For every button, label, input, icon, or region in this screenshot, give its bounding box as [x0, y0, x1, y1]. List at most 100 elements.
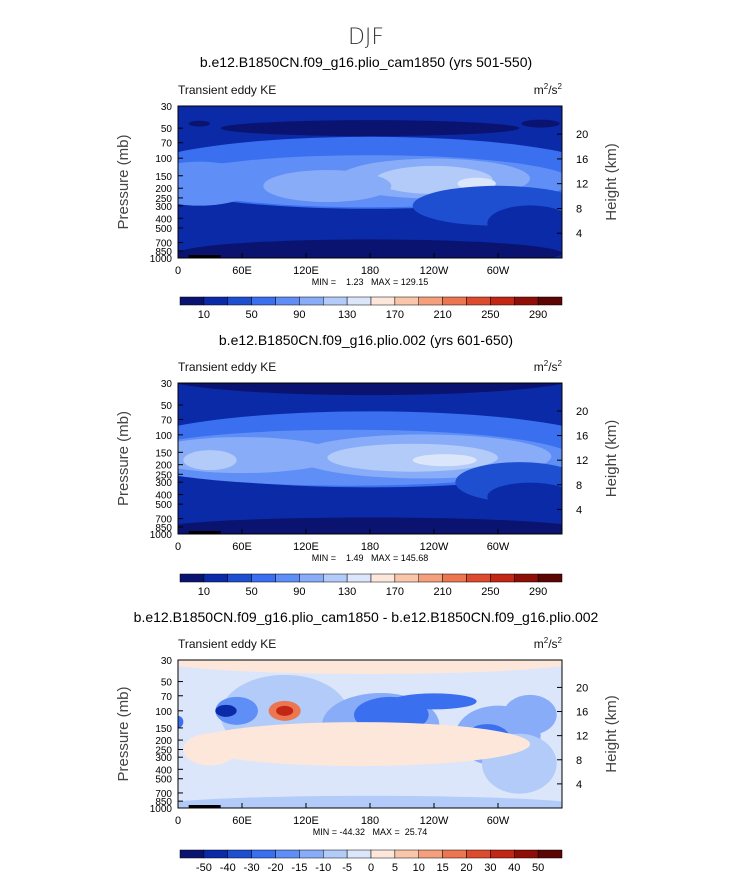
contour-region	[391, 693, 477, 710]
y-tick-label: 100	[155, 707, 172, 718]
colorbar-swatch	[299, 573, 324, 583]
chart-3: b.e12.B1850CN.f09_g16.plio_cam1850 - b.e…	[115, 609, 620, 874]
height-tick-label: 20	[576, 129, 588, 141]
colorbar-swatch	[323, 573, 348, 583]
colorbar-label: 40	[508, 862, 520, 874]
panel-variable-label: Transient eddy KE	[178, 83, 276, 97]
units-part: 2	[558, 636, 563, 645]
x-tick-label: 180	[361, 541, 379, 553]
colorbar-swatch	[203, 573, 228, 583]
y-tick-label: 200	[155, 461, 172, 472]
units-part: 2	[544, 359, 549, 368]
colorbar-swatch	[418, 573, 443, 583]
colorbar-swatch	[537, 573, 563, 583]
units-part: 2	[558, 359, 563, 368]
y-tick-label: 250	[155, 745, 172, 756]
units-label: m2/s2	[534, 636, 563, 651]
y-tick-label: 500	[155, 500, 172, 511]
y-tick-label: 30	[161, 656, 173, 667]
colorbar-swatch	[323, 296, 348, 306]
y-tick-label: 700	[155, 515, 172, 526]
contour-region	[183, 450, 237, 471]
colorbar-label: 170	[386, 586, 404, 598]
contour-region	[178, 660, 562, 674]
x-tick-label: 120E	[293, 541, 319, 553]
colorbar-swatch	[275, 573, 300, 583]
y-tick-label: 300	[155, 753, 172, 764]
y-tick-label: 850	[155, 797, 172, 808]
y-tick-label: 250	[155, 194, 172, 205]
panel-title: b.e12.B1850CN.f09_g16.plio_cam1850 - b.e…	[134, 609, 599, 625]
min-max-text: MIN = 1.23 MAX = 129.15	[312, 277, 429, 287]
chart-1: b.e12.B1850CN.f09_g16.plio_cam1850 (yrs …	[115, 54, 620, 321]
colorbar-swatch	[299, 849, 324, 859]
colorbar-swatch	[251, 573, 276, 583]
colorbar-swatch	[514, 296, 539, 306]
colorbar-swatch	[370, 573, 396, 583]
colorbar-swatch	[394, 849, 419, 859]
units-part: 2	[544, 82, 549, 91]
x-tick-label: 60W	[487, 541, 510, 553]
x-tick-label: 120W	[420, 541, 449, 553]
contour-region	[215, 704, 237, 717]
height-tick-label: 16	[576, 431, 588, 443]
figure-title: DJF	[348, 25, 384, 50]
colorbar-label: 250	[481, 586, 499, 598]
y-tick-label: 250	[155, 470, 172, 481]
colorbar-label: 130	[338, 309, 356, 321]
contour-region	[178, 161, 258, 206]
colorbar-swatch	[346, 849, 372, 859]
panel-variable-label: Transient eddy KE	[178, 360, 276, 374]
topography	[188, 805, 221, 808]
colorbar-label: 170	[386, 309, 404, 321]
colorbar-label: 210	[433, 586, 451, 598]
colorbar-label: 90	[293, 309, 305, 321]
colorbar-label: -40	[220, 862, 236, 874]
y-tick-label: 500	[155, 224, 172, 235]
height-tick-label: 8	[576, 203, 582, 215]
contour-region	[188, 722, 530, 767]
units-part: /s	[548, 83, 557, 97]
y-tick-label: 50	[161, 678, 173, 689]
colorbar-swatch	[490, 849, 515, 859]
contour-region	[412, 454, 477, 467]
colorbar-swatch	[275, 296, 300, 306]
x-tick-label: 0	[175, 815, 181, 827]
colorbar-label: 50	[246, 586, 258, 598]
height-tick-label: 8	[576, 480, 582, 492]
colorbar-label: 290	[529, 309, 547, 321]
colorbar-swatch	[490, 296, 515, 306]
colorbar-label: -30	[244, 862, 260, 874]
colorbar-swatch	[203, 296, 228, 306]
y-tick-label: 70	[161, 692, 173, 703]
units-part: /s	[548, 637, 557, 651]
colorbar-swatch	[442, 849, 467, 859]
contour-region	[178, 396, 402, 413]
contour-region	[220, 120, 520, 137]
y-axis-label-right: Height (km)	[603, 695, 620, 773]
x-tick-label: 120W	[420, 815, 449, 827]
colorbar-label: -20	[268, 862, 284, 874]
y-tick-label: 400	[155, 765, 172, 776]
colorbar-swatch	[346, 296, 372, 306]
height-tick-label: 4	[576, 504, 582, 516]
y-tick-label: 700	[155, 789, 172, 800]
height-tick-label: 16	[576, 707, 588, 719]
y-tick-label: 50	[161, 401, 173, 412]
y-tick-label: 400	[155, 214, 172, 225]
contour-region	[188, 120, 210, 127]
y-tick-label: 100	[155, 154, 172, 165]
y-tick-label: 200	[155, 184, 172, 195]
contour-region	[487, 482, 562, 511]
height-tick-label: 12	[576, 179, 588, 191]
colorbar-swatch	[442, 296, 467, 306]
colorbar-swatch	[394, 573, 419, 583]
y-tick-label: 70	[161, 415, 173, 426]
y-tick-label: 500	[155, 775, 172, 786]
contour-field	[178, 660, 562, 808]
height-tick-label: 4	[576, 779, 582, 791]
contour-field	[178, 106, 562, 258]
x-tick-label: 120W	[420, 265, 449, 277]
colorbar-swatch	[299, 296, 324, 306]
y-tick-label: 30	[161, 379, 173, 390]
